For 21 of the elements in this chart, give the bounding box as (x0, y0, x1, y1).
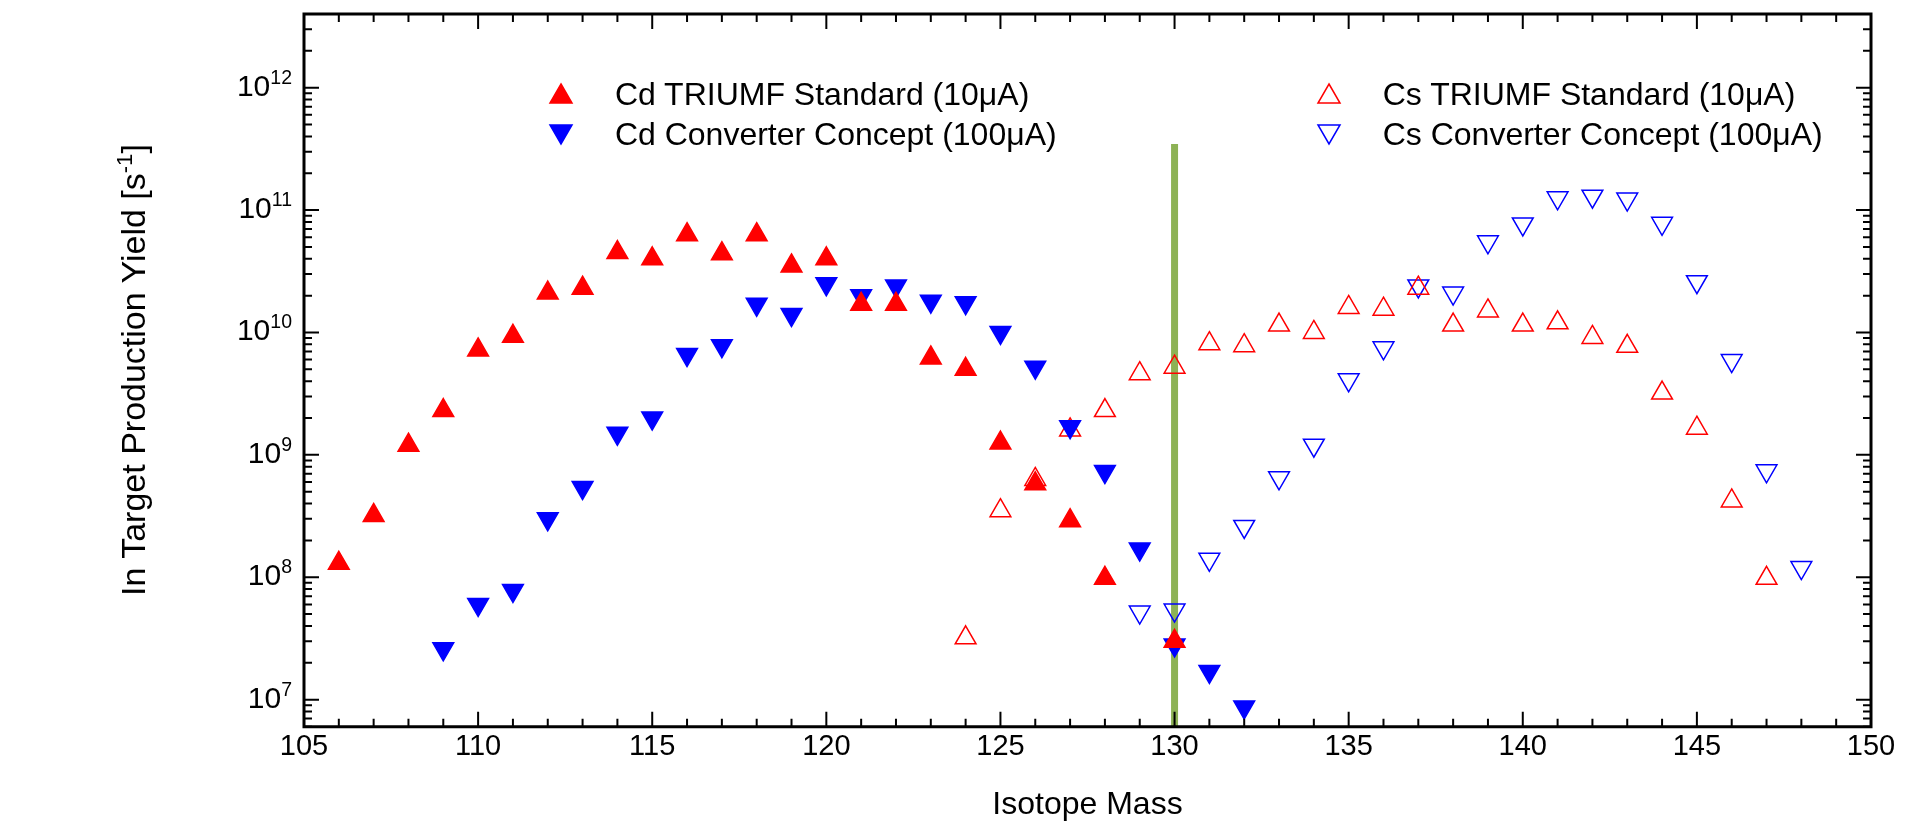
x-tick-label: 150 (1846, 729, 1896, 762)
legend-label: Cd TRIUMF Standard (10μA) (614, 75, 1030, 113)
x-tick-label: 140 (1498, 729, 1547, 762)
legend-label: Cs TRIUMF Standard (10μA) (1382, 75, 1796, 113)
x-tick-label: 135 (1324, 729, 1373, 762)
x-tick-label: 110 (454, 729, 502, 762)
x-tick-label: 130 (1150, 729, 1199, 762)
x-tick-label: 115 (629, 729, 676, 762)
y-tick-label: 10$^{7}$ (246, 677, 292, 714)
y-tick-label: 10$^{9}$ (247, 433, 292, 469)
legend-label: Cd Converter Concept (100μA) (614, 115, 1057, 153)
x-tick-label: 125 (976, 729, 1025, 762)
x-tick-label: 105 (279, 729, 329, 762)
y-tick-label: 10$^{11}$ (238, 188, 292, 225)
x-axis-title: Isotope Mass (992, 784, 1183, 821)
y-tick-label: 10$^{10}$ (236, 310, 292, 347)
x-tick-label: 145 (1672, 729, 1722, 762)
x-tick-label: 120 (802, 729, 851, 762)
y-tick-label: 10$^{8}$ (247, 555, 292, 592)
y-tick-label: 10$^{12}$ (235, 65, 292, 102)
legend-label: Cs Converter Concept (100μA) (1382, 115, 1823, 153)
